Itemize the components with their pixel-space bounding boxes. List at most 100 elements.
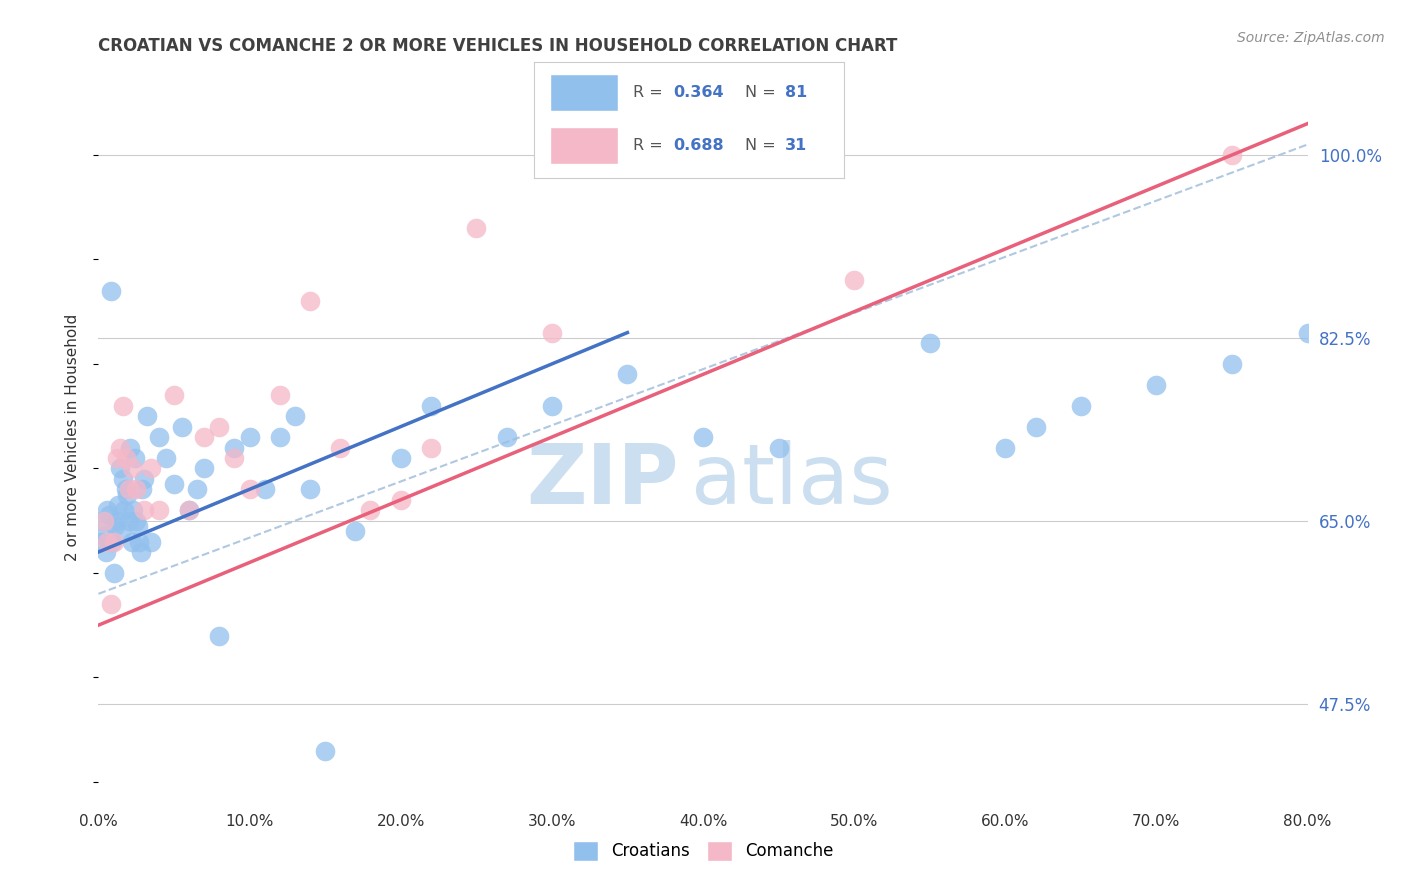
Point: [269, 388, 291, 402]
Point: [163, 388, 186, 402]
Point: [91, 514, 114, 528]
Point: [121, 461, 143, 475]
Point: [90, 534, 112, 549]
Point: [111, 472, 134, 486]
Point: [239, 430, 262, 444]
Point: [131, 483, 153, 497]
Point: [127, 519, 149, 533]
Point: [141, 534, 163, 549]
Point: [105, 450, 128, 465]
Point: [239, 483, 262, 497]
Point: [314, 743, 336, 757]
Point: [540, 399, 562, 413]
Text: ZIP: ZIP: [526, 441, 679, 522]
Text: N =: N =: [745, 85, 780, 100]
Point: [114, 483, 136, 497]
Point: [179, 503, 201, 517]
Point: [96, 503, 118, 517]
Point: [132, 503, 155, 517]
Point: [208, 419, 231, 434]
FancyBboxPatch shape: [550, 74, 617, 112]
Point: [344, 524, 367, 538]
Point: [96, 534, 118, 549]
Point: [141, 461, 163, 475]
Point: [125, 483, 148, 497]
Point: [994, 441, 1017, 455]
Point: [122, 503, 145, 517]
Text: Source: ZipAtlas.com: Source: ZipAtlas.com: [1237, 31, 1385, 45]
Point: [118, 514, 141, 528]
Point: [1146, 377, 1168, 392]
Text: R =: R =: [633, 138, 668, 153]
Point: [111, 399, 134, 413]
Point: [112, 503, 135, 517]
Point: [93, 529, 115, 543]
Text: 0.688: 0.688: [673, 138, 724, 153]
Point: [105, 514, 128, 528]
Point: [692, 430, 714, 444]
Text: 81: 81: [785, 85, 807, 100]
Point: [299, 294, 322, 309]
Point: [118, 483, 141, 497]
Legend: Croatians, Comanche: Croatians, Comanche: [567, 834, 839, 868]
Point: [132, 472, 155, 486]
Point: [148, 503, 170, 517]
Point: [108, 461, 131, 475]
Point: [616, 368, 638, 382]
Point: [284, 409, 307, 424]
Point: [1220, 357, 1243, 371]
Point: [124, 450, 146, 465]
Point: [193, 430, 215, 444]
Point: [420, 399, 443, 413]
Point: [148, 430, 170, 444]
Point: [104, 519, 127, 533]
Point: [465, 221, 488, 235]
Point: [125, 514, 148, 528]
Point: [768, 441, 790, 455]
Point: [179, 503, 201, 517]
Y-axis label: 2 or more Vehicles in Household: 2 or more Vehicles in Household: [65, 313, 80, 561]
Point: [103, 566, 125, 580]
Point: [253, 483, 276, 497]
Point: [193, 461, 215, 475]
Point: [121, 534, 143, 549]
Point: [224, 450, 246, 465]
Point: [329, 441, 352, 455]
Point: [918, 336, 941, 351]
Point: [128, 534, 150, 549]
Point: [110, 524, 132, 538]
Point: [101, 534, 124, 549]
Text: 0.364: 0.364: [673, 85, 724, 100]
Point: [98, 508, 121, 523]
Point: [108, 441, 131, 455]
Point: [208, 629, 231, 643]
Point: [107, 498, 129, 512]
Point: [186, 483, 208, 497]
Point: [1296, 326, 1319, 340]
Point: [135, 409, 157, 424]
Text: 31: 31: [785, 138, 807, 153]
Point: [94, 545, 117, 559]
Point: [360, 503, 382, 517]
Text: N =: N =: [745, 138, 780, 153]
Point: [224, 441, 246, 455]
Point: [129, 545, 152, 559]
Point: [114, 450, 136, 465]
Point: [844, 273, 866, 287]
Point: [115, 487, 138, 501]
Text: R =: R =: [633, 85, 668, 100]
Point: [495, 430, 517, 444]
Point: [103, 534, 125, 549]
Point: [100, 284, 122, 298]
Point: [1220, 148, 1243, 162]
Point: [170, 419, 193, 434]
Point: [100, 597, 122, 611]
Point: [420, 441, 443, 455]
Text: atlas: atlas: [690, 441, 893, 522]
Point: [120, 441, 142, 455]
Point: [299, 483, 322, 497]
Point: [1070, 399, 1092, 413]
Point: [1024, 419, 1046, 434]
Point: [163, 477, 186, 491]
Point: [155, 450, 177, 465]
